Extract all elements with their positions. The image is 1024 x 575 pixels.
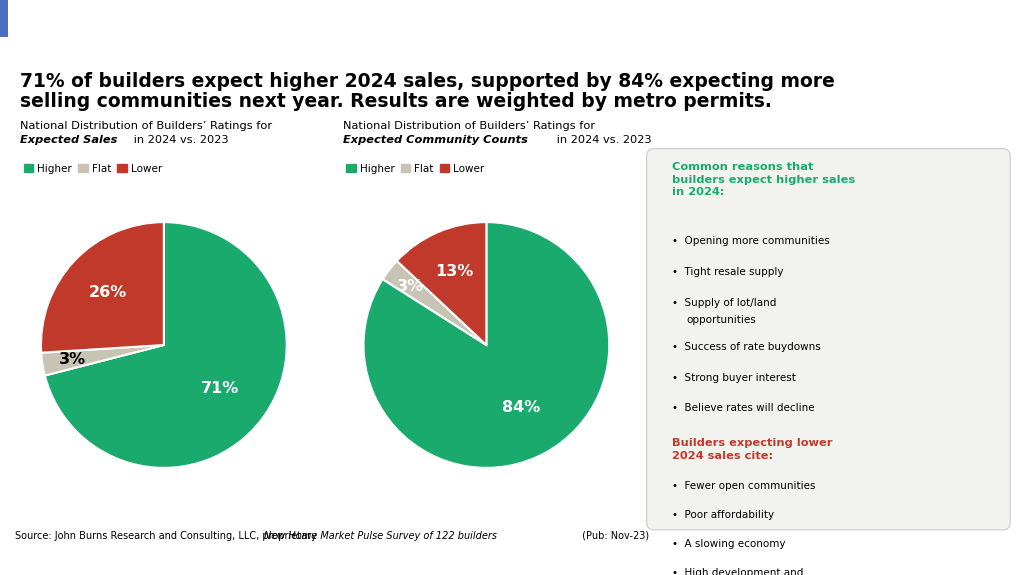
Text: Builders expecting lower
2024 sales cite:: Builders expecting lower 2024 sales cite… [672,438,833,461]
Text: 26%: 26% [89,285,127,300]
Text: •  Fewer open communities: • Fewer open communities [672,481,815,491]
Legend: Higher, Flat, Lower: Higher, Flat, Lower [346,164,484,174]
Text: selling communities next year. Results are weighted by metro permits.: selling communities next year. Results a… [20,92,772,111]
Text: Expected Sales: Expected Sales [20,135,118,145]
Text: National Distribution of Builders’ Ratings for: National Distribution of Builders’ Ratin… [343,121,595,131]
Text: in 2024 vs. 2023: in 2024 vs. 2023 [130,135,228,145]
Text: 71%: 71% [201,381,240,396]
Wedge shape [41,222,164,352]
Text: •  Opening more communities: • Opening more communities [672,236,829,247]
Wedge shape [45,222,287,468]
Text: Expected Community Counts: Expected Community Counts [343,135,528,145]
Text: •  Strong buyer interest: • Strong buyer interest [672,373,796,383]
FancyBboxPatch shape [647,148,1010,530]
Wedge shape [383,261,486,345]
Text: See Terms and Conditions of Use and Disclaimers. Distribution to non-clients is : See Terms and Conditions of Use and Disc… [205,555,655,564]
Text: 84%: 84% [502,400,540,415]
Text: 5: 5 [998,552,1009,566]
Text: •  Supply of lot/land: • Supply of lot/land [672,298,776,308]
Text: •  Believe rates will decline: • Believe rates will decline [672,404,814,413]
Text: 71% of builders expect higher 2024 sales, supported by 84% expecting more: 71% of builders expect higher 2024 sales… [20,72,836,91]
Text: •  A slowing economy: • A slowing economy [672,539,785,549]
Wedge shape [397,222,486,345]
Text: •  Tight resale supply: • Tight resale supply [672,267,783,277]
Text: •  Success of rate buydowns: • Success of rate buydowns [672,342,820,352]
Text: 13%: 13% [435,264,474,279]
Wedge shape [41,345,164,375]
Bar [0,0,8,37]
Wedge shape [364,222,609,468]
Text: (Pub: Nov-23): (Pub: Nov-23) [579,531,648,541]
Text: in 2024 vs. 2023: in 2024 vs. 2023 [553,135,651,145]
Text: New Home Market Pulse Survey of 122 builders: New Home Market Pulse Survey of 122 buil… [264,531,498,541]
Text: •  High development and: • High development and [672,568,803,575]
Text: Common reasons that
builders expect higher sales
in 2024:: Common reasons that builders expect high… [672,162,855,197]
Text: •  Poor affordability: • Poor affordability [672,510,774,520]
Text: opportunities: opportunities [686,315,756,324]
Text: JOHN BURNS
RESEARCH & CONSULTING: JOHN BURNS RESEARCH & CONSULTING [916,549,1024,569]
Text: 3%: 3% [59,352,86,367]
Text: New Home Market Pulse: New Home Market Pulse [18,11,227,26]
Legend: Higher, Flat, Lower: Higher, Flat, Lower [24,164,162,174]
Text: Source: John Burns Research and Consulting, LLC, proprietary: Source: John Burns Research and Consulti… [15,531,321,541]
Text: 3%: 3% [397,279,424,294]
Text: National Distribution of Builders’ Ratings for: National Distribution of Builders’ Ratin… [20,121,272,131]
